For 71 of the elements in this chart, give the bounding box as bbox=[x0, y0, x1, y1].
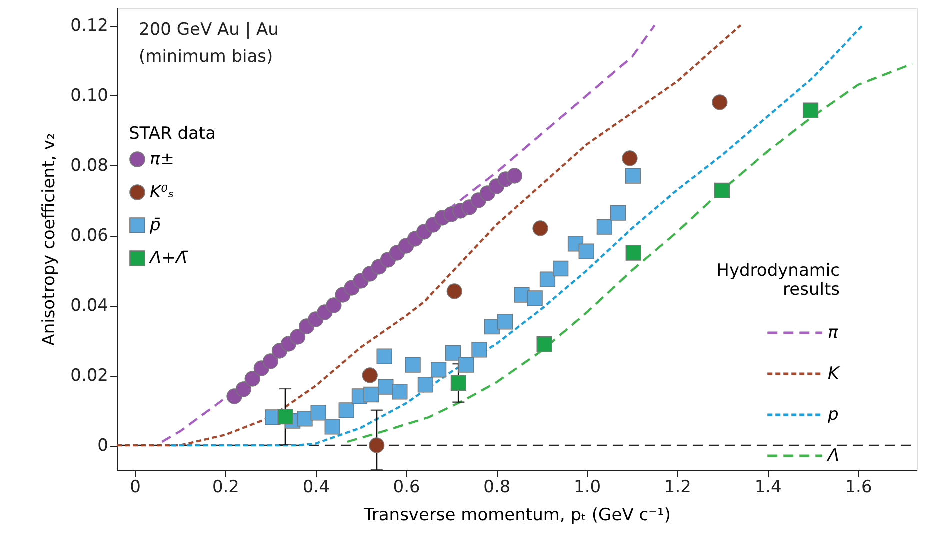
point bbox=[714, 182, 730, 199]
point bbox=[310, 405, 326, 421]
y-axis-title: Anisotropy coefficient, v₂ bbox=[40, 133, 60, 346]
point bbox=[472, 342, 488, 358]
point bbox=[536, 336, 552, 352]
y-tick-label: 0.04 bbox=[70, 296, 108, 316]
annotation: Hydrodynamic results bbox=[716, 261, 840, 300]
point bbox=[458, 357, 474, 373]
point bbox=[622, 150, 638, 166]
x-tick-label: 0.6 bbox=[393, 478, 420, 498]
x-axis-title: Transverse momentum, pₜ (GeV c⁻¹) bbox=[363, 506, 671, 526]
point bbox=[297, 411, 313, 427]
point bbox=[405, 357, 421, 373]
legend-label: π± bbox=[150, 150, 174, 170]
point bbox=[497, 314, 514, 330]
point bbox=[364, 386, 380, 403]
point bbox=[446, 284, 462, 300]
point bbox=[712, 94, 728, 110]
x-tick-label: 1.4 bbox=[754, 478, 782, 498]
legend-label: π bbox=[828, 323, 839, 343]
y-tick-label: 0.10 bbox=[70, 86, 108, 106]
x-tick-label: 0.8 bbox=[484, 478, 511, 498]
point bbox=[326, 298, 342, 314]
legend-label: Λ bbox=[826, 446, 840, 466]
point bbox=[244, 371, 260, 387]
point bbox=[578, 244, 594, 260]
annotation: (minimum bias) bbox=[139, 47, 274, 67]
point bbox=[802, 102, 819, 118]
point bbox=[625, 168, 641, 184]
x-tick-label: 0.4 bbox=[302, 478, 330, 498]
point bbox=[378, 379, 394, 395]
x-tick-label: 1.0 bbox=[574, 478, 602, 498]
point bbox=[450, 375, 467, 392]
point bbox=[540, 272, 556, 288]
y-tick-label: 0.08 bbox=[70, 156, 108, 176]
y-tick-label: 0.06 bbox=[70, 226, 108, 246]
point bbox=[369, 438, 385, 454]
point bbox=[418, 377, 434, 393]
y-tick-label: 0.12 bbox=[70, 16, 108, 36]
legend-label: p bbox=[827, 405, 839, 425]
point bbox=[278, 408, 294, 425]
point bbox=[338, 402, 354, 418]
point bbox=[553, 260, 569, 277]
legend-label: Λ+Λ̄ bbox=[148, 248, 189, 268]
point bbox=[262, 354, 278, 370]
point bbox=[324, 419, 340, 435]
point bbox=[376, 348, 392, 364]
point bbox=[445, 345, 462, 361]
point bbox=[430, 362, 447, 378]
annotation: 200 GeV Au | Au bbox=[139, 20, 279, 40]
y-tick-label: 0 bbox=[98, 436, 108, 456]
point bbox=[596, 219, 612, 235]
legend-label: K⁰ₛ bbox=[150, 182, 174, 202]
point bbox=[290, 329, 306, 345]
point bbox=[610, 205, 626, 221]
legend-label: K bbox=[828, 364, 841, 384]
point bbox=[362, 368, 378, 384]
point bbox=[532, 220, 548, 236]
point bbox=[506, 168, 523, 184]
point bbox=[392, 384, 408, 400]
x-tick-label: 1.2 bbox=[664, 478, 692, 498]
y-tick-label: 0.02 bbox=[70, 366, 108, 386]
x-tick-label: 1.6 bbox=[845, 478, 872, 498]
x-tick-label: 0 bbox=[130, 478, 141, 498]
legend-title: STAR data bbox=[129, 124, 216, 144]
point bbox=[527, 290, 543, 306]
legend-label: p̄ bbox=[149, 216, 161, 236]
point bbox=[626, 245, 642, 261]
line-series bbox=[346, 62, 914, 444]
x-tick-label: 0.2 bbox=[212, 478, 240, 498]
point bbox=[236, 382, 252, 398]
